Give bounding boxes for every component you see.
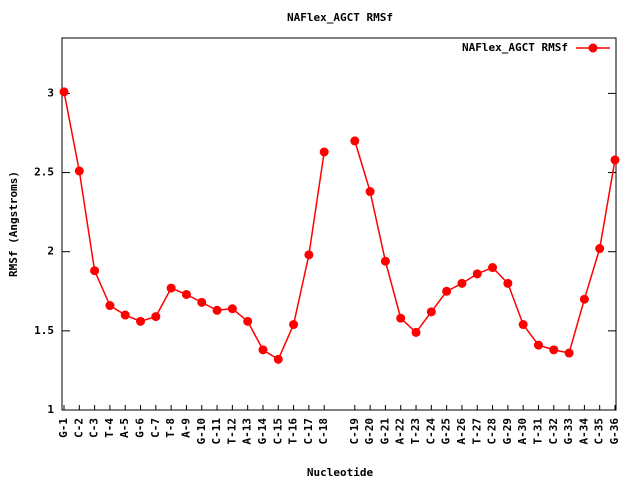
point <box>136 316 146 326</box>
x-tick-label: G-36 <box>608 418 621 445</box>
x-tick-label: A-5 <box>118 418 131 438</box>
point <box>610 155 620 165</box>
x-tick-label: G-6 <box>134 418 147 438</box>
x-tick-label: C-32 <box>547 418 560 445</box>
point <box>442 286 452 296</box>
x-tick-label: G-10 <box>195 418 208 445</box>
x-tick-label: G-25 <box>440 418 453 445</box>
x-tick-label: C-17 <box>302 418 315 445</box>
x-tick-label: C-19 <box>348 418 361 445</box>
point <box>319 147 329 157</box>
x-tick-label: T-27 <box>470 418 483 445</box>
x-tick-label: T-12 <box>225 418 238 445</box>
point <box>227 304 237 314</box>
point <box>411 327 421 337</box>
x-tick-label: G-20 <box>363 418 376 445</box>
x-tick-label: C-3 <box>88 418 101 438</box>
point <box>595 244 605 254</box>
point <box>166 283 176 293</box>
x-tick-label: C-7 <box>149 418 162 438</box>
x-tick-label: G-14 <box>256 418 269 445</box>
x-tick-label: C-2 <box>72 418 85 438</box>
y-tick-label: 1 <box>47 403 54 416</box>
point <box>472 269 482 279</box>
x-tick-label: T-23 <box>409 418 422 445</box>
x-tick-label: C-11 <box>210 418 223 445</box>
legend-marker <box>588 43 598 53</box>
y-tick-label: 1.5 <box>34 324 54 337</box>
point <box>564 348 574 358</box>
x-tick-label: C-15 <box>271 418 284 445</box>
point <box>197 297 207 307</box>
point <box>273 354 283 364</box>
x-tick-label: C-28 <box>486 418 499 445</box>
point <box>243 316 253 326</box>
point <box>579 294 589 304</box>
point <box>503 278 513 288</box>
point <box>396 313 406 323</box>
point <box>518 320 528 330</box>
point <box>488 263 498 273</box>
y-tick-label: 2.5 <box>34 166 54 179</box>
x-tick-label: A-9 <box>179 418 192 438</box>
legend-label: NAFlex_AGCT RMSf <box>462 41 568 54</box>
point <box>549 345 559 355</box>
x-tick-label: T-16 <box>287 418 300 445</box>
x-tick-label: G-33 <box>562 418 575 445</box>
x-tick-label: A-26 <box>455 418 468 445</box>
y-tick-label: 3 <box>47 86 54 99</box>
x-axis-label: Nucleotide <box>307 466 374 479</box>
x-tick-label: A-22 <box>394 418 407 445</box>
point <box>426 307 436 317</box>
point <box>304 250 314 260</box>
x-tick-label: A-30 <box>516 418 529 445</box>
point <box>258 345 268 355</box>
x-tick-label: G-21 <box>378 418 391 445</box>
x-tick-label: C-35 <box>593 418 606 445</box>
x-tick-label: A-13 <box>241 418 254 445</box>
point <box>350 136 360 146</box>
point <box>90 266 100 276</box>
point <box>151 312 161 322</box>
series-line <box>63 91 616 361</box>
point <box>380 256 390 266</box>
y-tick-label: 2 <box>47 245 54 258</box>
x-tick-label: C-18 <box>317 418 330 445</box>
point <box>457 278 467 288</box>
point <box>365 187 375 197</box>
x-tick-label: T-4 <box>103 418 116 438</box>
point <box>59 87 69 97</box>
point <box>120 310 130 320</box>
plot-border <box>61 37 617 411</box>
x-tick-label: C-24 <box>424 418 437 445</box>
x-tick-label: T-31 <box>531 418 544 445</box>
x-tick-label: G-29 <box>501 418 514 445</box>
y-axis-label: RMSf (Angstroms) <box>7 171 20 277</box>
x-tick-label: T-8 <box>164 418 177 438</box>
point <box>181 289 191 299</box>
point <box>212 305 222 315</box>
x-tick-label: G-1 <box>57 418 70 438</box>
point <box>289 320 299 330</box>
point <box>533 340 543 350</box>
point <box>105 301 115 311</box>
x-tick-label: A-34 <box>577 418 590 445</box>
point <box>74 166 84 176</box>
chart-title: NAFlex_AGCT RMSf <box>287 11 393 24</box>
